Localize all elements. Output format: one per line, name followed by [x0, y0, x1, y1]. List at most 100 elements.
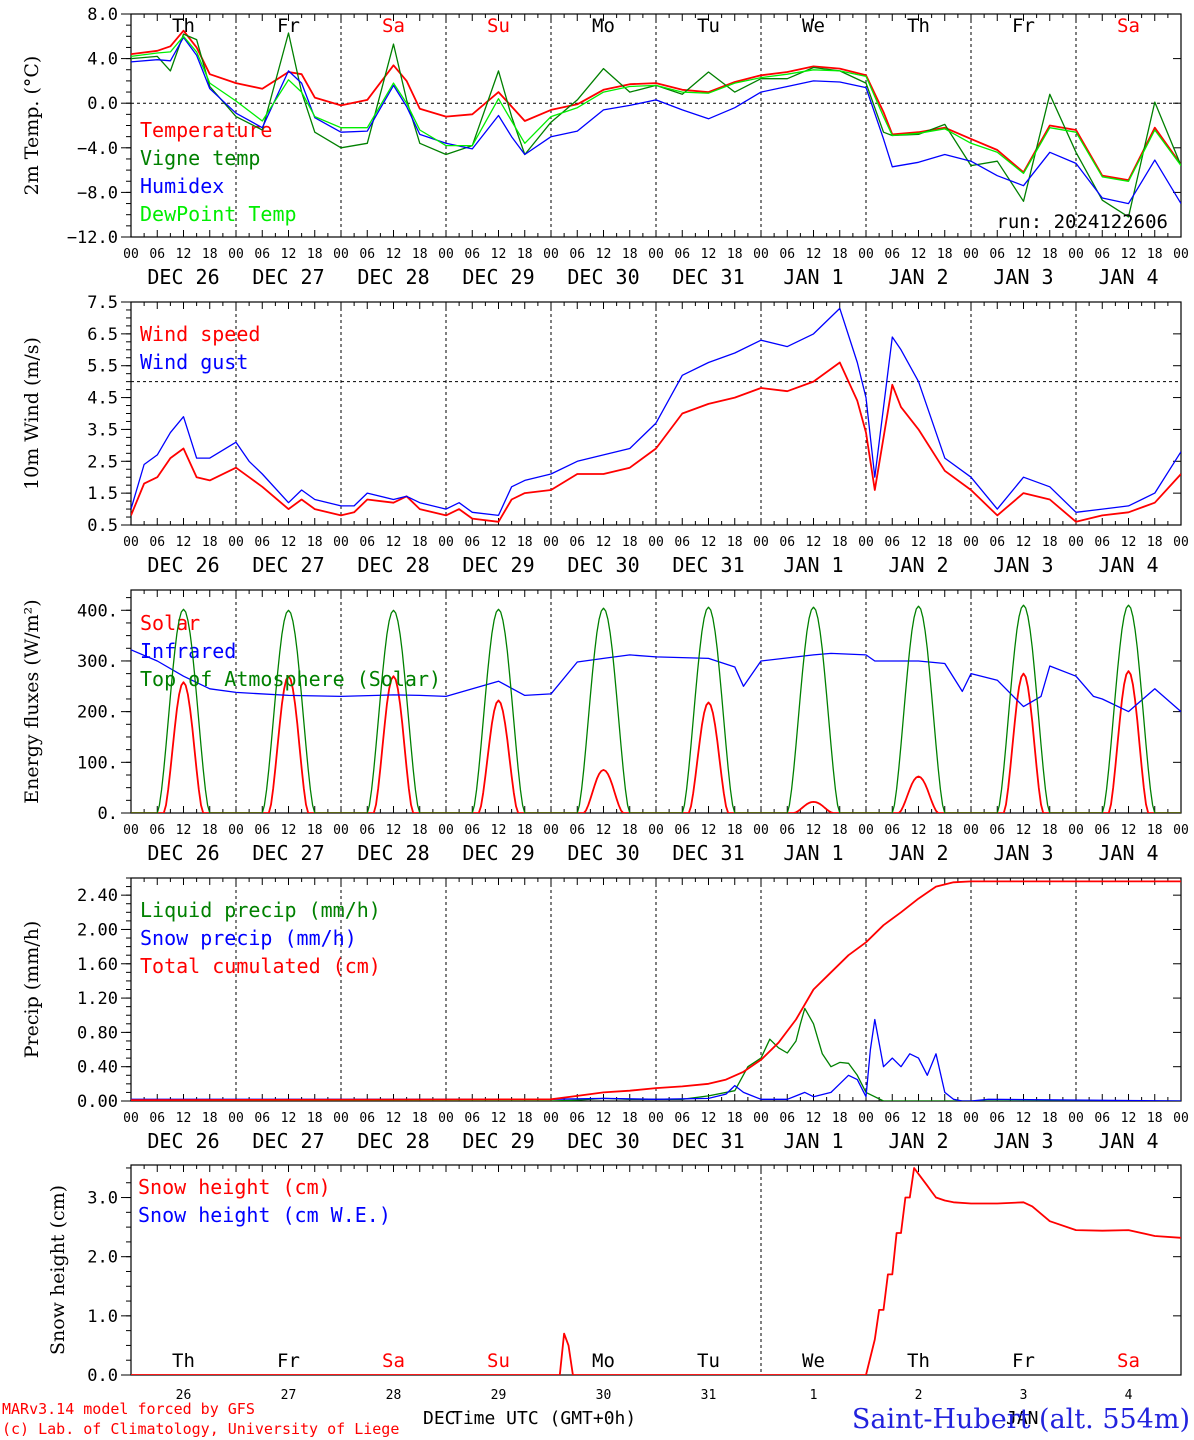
hour-label: 18 — [1147, 1111, 1163, 1126]
hour-label: 06 — [149, 535, 165, 550]
hour-label: 12 — [176, 247, 192, 262]
hour-label: 06 — [674, 1111, 690, 1126]
weekday-label: Tu — [697, 15, 720, 37]
hour-label: 00 — [438, 247, 454, 262]
hour-label: 18 — [202, 1111, 218, 1126]
date-label: JAN 1 — [783, 841, 843, 865]
y-tick-label: 0.00 — [77, 1092, 118, 1112]
date-label: JAN 1 — [783, 553, 843, 577]
run-label: run: 2024122606 — [996, 211, 1168, 233]
hour-label: 06 — [884, 247, 900, 262]
y-tick-label: 7.5 — [87, 293, 118, 313]
hour-label: 18 — [727, 823, 743, 838]
series-line-total-cumulated-cm- — [131, 880, 1181, 1101]
series-line-vigne-temp — [131, 32, 1181, 218]
date-label: JAN 2 — [888, 841, 948, 865]
y-tick-label: 0.5 — [87, 516, 118, 536]
y-tick-label: 0.80 — [77, 1023, 118, 1043]
legend-entry: Vigne temp — [140, 146, 260, 170]
date-label: DEC 29 — [462, 841, 534, 865]
hour-label: 18 — [412, 1111, 428, 1126]
y-tick-label: 4.0 — [87, 50, 118, 70]
weekday-label: Fr — [1012, 15, 1035, 37]
legend-entry: Wind speed — [140, 322, 260, 346]
date-label: DEC 29 — [462, 553, 534, 577]
y-tick-label: 6.5 — [87, 325, 118, 345]
day-number-label: 31 — [701, 1388, 717, 1403]
weekday-label: Sa — [382, 15, 405, 37]
hour-label: 00 — [123, 247, 139, 262]
y-axis-label: Snow height (cm) — [47, 1185, 69, 1355]
hour-label: 06 — [569, 823, 585, 838]
hour-label: 12 — [1121, 823, 1137, 838]
date-label: DEC 30 — [567, 553, 639, 577]
y-tick-label: 300. — [77, 652, 118, 672]
hour-label: 12 — [386, 1111, 402, 1126]
hour-label: 12 — [176, 1111, 192, 1126]
date-label: DEC 27 — [252, 1129, 324, 1153]
model-credit: MARv3.14 model forced by GFS — [2, 1400, 255, 1418]
hour-label: 00 — [228, 535, 244, 550]
date-label: JAN 1 — [783, 1129, 843, 1153]
hour-label: 00 — [1068, 247, 1084, 262]
series-line-snow-precip-mm-h- — [131, 1018, 1181, 1101]
hour-label: 06 — [359, 823, 375, 838]
day-number-label: 1 — [810, 1388, 818, 1403]
hour-label: 00 — [1173, 535, 1189, 550]
date-label: DEC 28 — [357, 265, 429, 289]
hour-label: 12 — [281, 1111, 297, 1126]
date-label: DEC 31 — [672, 553, 744, 577]
y-tick-label: 200. — [77, 703, 118, 723]
hour-label: 18 — [412, 247, 428, 262]
hour-label: 00 — [438, 535, 454, 550]
date-label: JAN 4 — [1098, 1129, 1158, 1153]
hour-label: 12 — [1121, 535, 1137, 550]
hour-label: 18 — [307, 1111, 323, 1126]
date-label: DEC 29 — [462, 1129, 534, 1153]
hour-label: 06 — [674, 535, 690, 550]
legend-entry: Snow height (cm W.E.) — [138, 1203, 391, 1227]
weekday-label: Su — [487, 15, 510, 37]
date-label: JAN 3 — [993, 265, 1053, 289]
hour-label: 12 — [701, 1111, 717, 1126]
hour-label: 00 — [858, 1111, 874, 1126]
hour-label: 12 — [281, 535, 297, 550]
y-tick-label: 0.40 — [77, 1058, 118, 1078]
y-axis-label: 10m Wind (m/s) — [21, 337, 43, 490]
weekday-label: Th — [907, 15, 930, 37]
hour-label: 18 — [727, 535, 743, 550]
hour-label: 06 — [989, 823, 1005, 838]
hour-label: 18 — [412, 535, 428, 550]
hour-label: 00 — [228, 1111, 244, 1126]
legend-entry: Snow precip (mm/h) — [140, 926, 357, 950]
hour-label: 12 — [596, 1111, 612, 1126]
hour-label: 00 — [648, 535, 664, 550]
date-label: JAN 4 — [1098, 265, 1158, 289]
y-tick-label: 0.0 — [87, 94, 118, 114]
legend-entry: Top of Atmosphere (Solar) — [140, 667, 441, 691]
hour-label: 18 — [202, 535, 218, 550]
hour-label: 12 — [1016, 1111, 1032, 1126]
y-axis-label: Energy fluxes (W/m²) — [21, 599, 43, 803]
hour-label: 06 — [254, 1111, 270, 1126]
date-label: DEC 26 — [147, 841, 219, 865]
weekday-label: Fr — [277, 15, 300, 37]
y-tick-label: −8.0 — [77, 183, 118, 203]
y-tick-label: 1.20 — [77, 989, 118, 1009]
day-number-label: 30 — [596, 1388, 612, 1403]
hour-label: 06 — [989, 1111, 1005, 1126]
hour-label: 00 — [1173, 1111, 1189, 1126]
hour-label: 06 — [149, 247, 165, 262]
hour-label: 18 — [937, 1111, 953, 1126]
y-tick-label: −12.0 — [67, 228, 118, 248]
hour-label: 18 — [517, 247, 533, 262]
hour-label: 00 — [333, 1111, 349, 1126]
day-number-label: 29 — [491, 1388, 507, 1403]
y-tick-label: 2.40 — [77, 886, 118, 906]
hour-label: 00 — [963, 247, 979, 262]
y-tick-label: −4.0 — [77, 139, 118, 159]
hour-label: 18 — [832, 535, 848, 550]
y-tick-label: 2.5 — [87, 452, 118, 472]
hour-label: 06 — [1094, 1111, 1110, 1126]
